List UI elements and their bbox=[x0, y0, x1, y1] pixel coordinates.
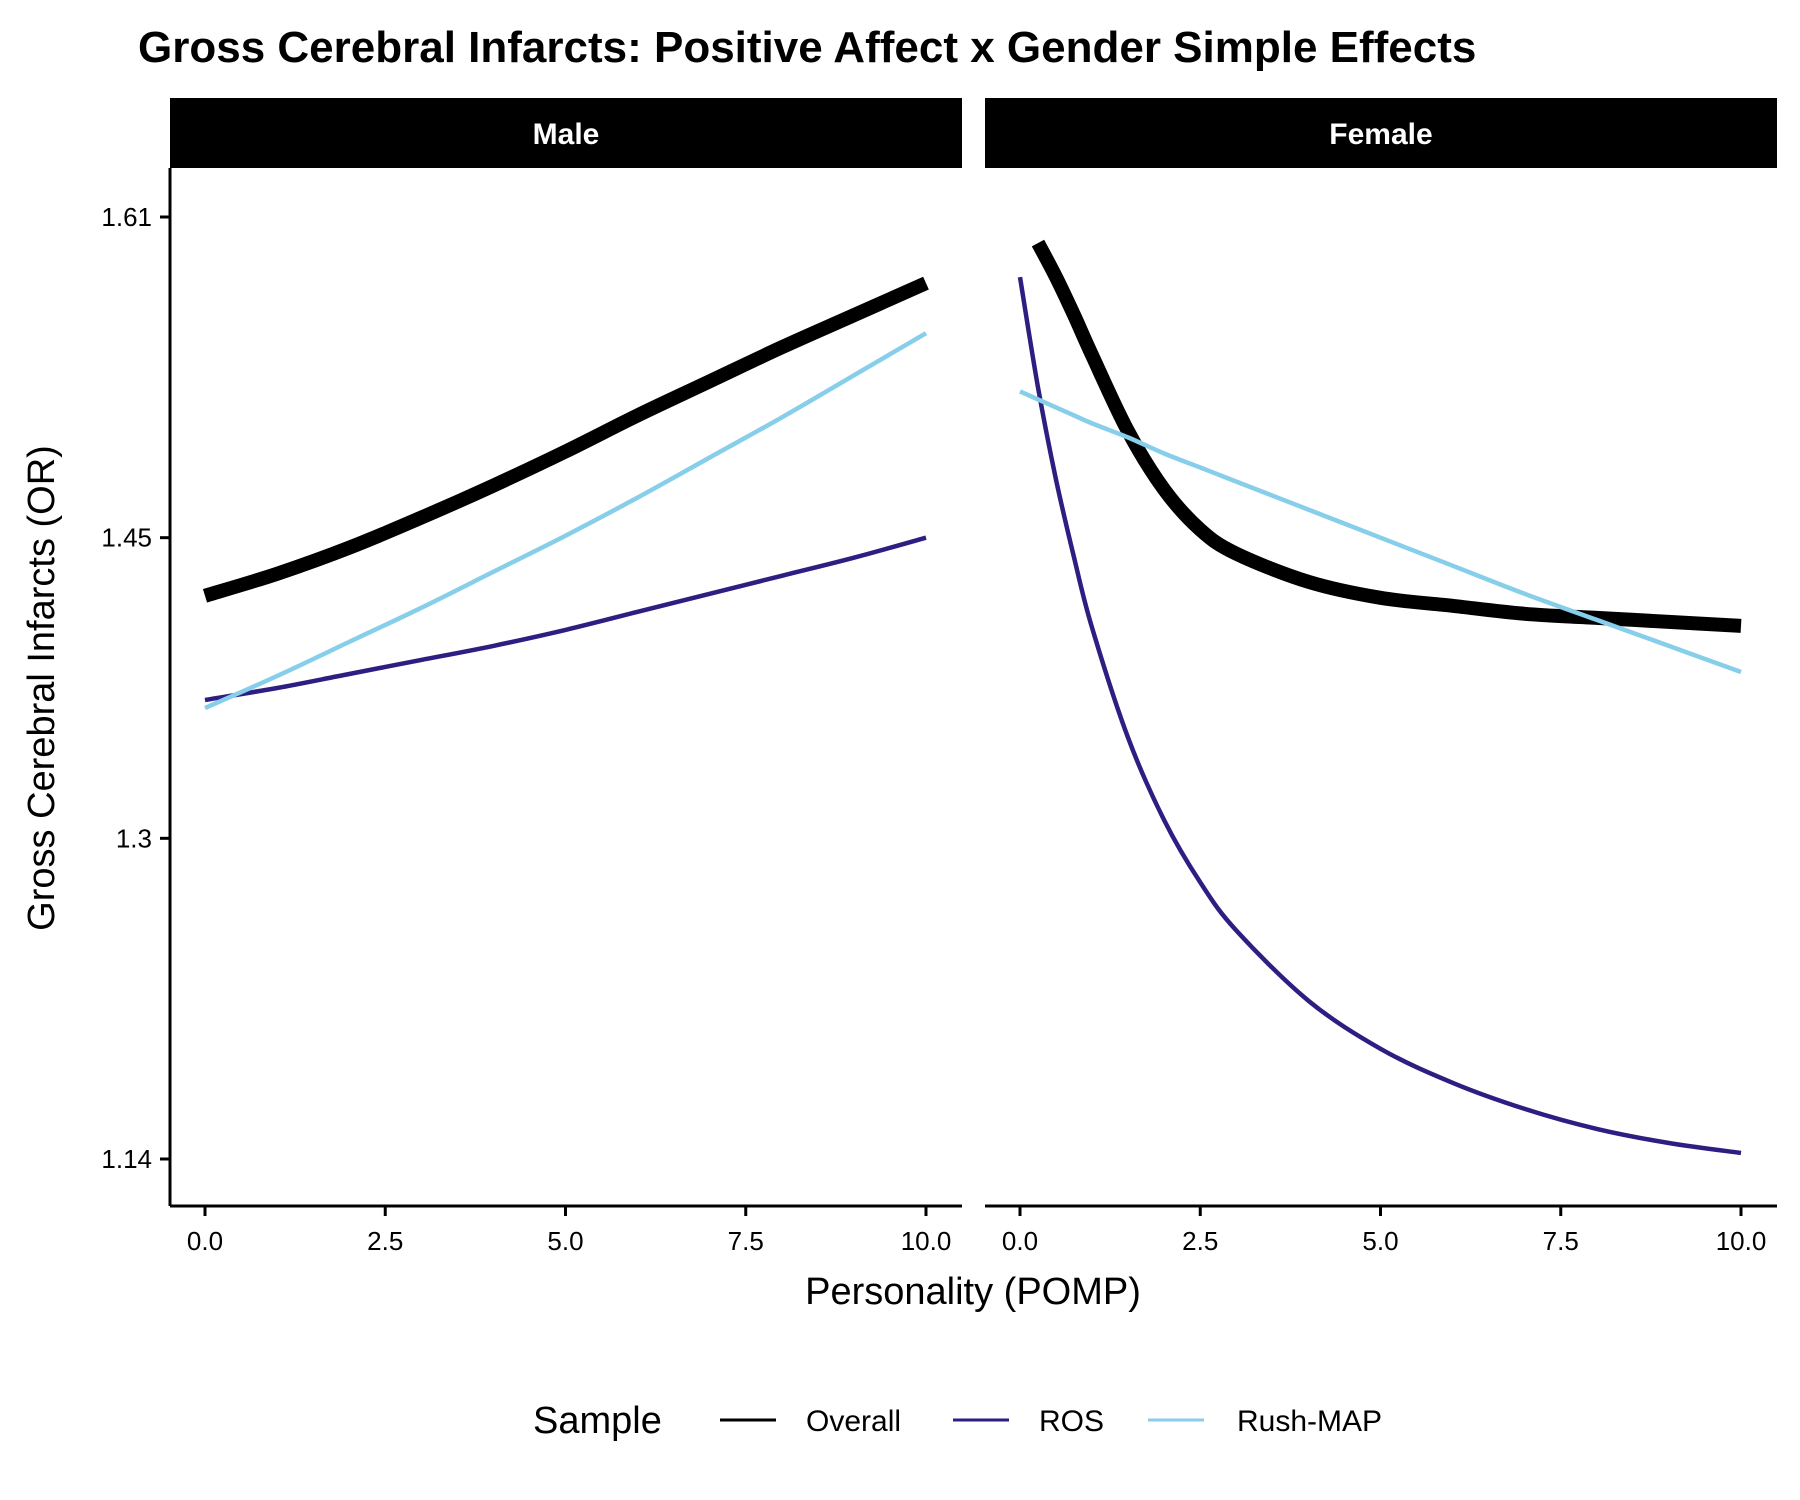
series-line-overall-male bbox=[202, 276, 929, 603]
legend-title: Sample bbox=[533, 1400, 662, 1442]
series-line-ros-male bbox=[204, 535, 927, 703]
x-tick-label: 10.0 bbox=[901, 1226, 952, 1256]
x-axis-title: Personality (POMP) bbox=[805, 1271, 1141, 1313]
strip-male bbox=[170, 98, 962, 168]
y-tick-label: 1.45 bbox=[101, 523, 152, 553]
legend: Sample Overall ROS Rush-MAP bbox=[533, 1400, 1382, 1442]
x-axis-male: 0.0 2.5 5.0 7.5 10.0 bbox=[170, 1204, 962, 1256]
y-axis-title: Gross Cerebral Infarcts (OR) bbox=[21, 445, 63, 931]
strip-female bbox=[985, 98, 1777, 168]
x-tick-label: 5.0 bbox=[1362, 1226, 1398, 1256]
legend-item-ros: ROS bbox=[953, 1405, 1104, 1438]
legend-item-overall: Overall bbox=[720, 1405, 901, 1438]
legend-label-rush-map: Rush-MAP bbox=[1237, 1405, 1382, 1438]
panel-female: Female bbox=[985, 98, 1777, 1156]
x-tick-label: 2.5 bbox=[367, 1226, 403, 1256]
chart-title: Gross Cerebral Infarcts: Positive Affect… bbox=[138, 23, 1476, 72]
strip-label-male: Male bbox=[533, 118, 600, 151]
x-tick-label: 10.0 bbox=[1716, 1226, 1767, 1256]
x-axis-female: 0.0 2.5 5.0 7.5 10.0 bbox=[985, 1204, 1777, 1256]
panel-male: Male bbox=[170, 98, 962, 711]
strip-label-female: Female bbox=[1329, 118, 1432, 151]
y-tick-label: 1.14 bbox=[101, 1144, 152, 1174]
series-line-overall-female bbox=[1031, 239, 1742, 633]
x-tick-label: 5.0 bbox=[547, 1226, 583, 1256]
x-tick-label: 7.5 bbox=[1543, 1226, 1579, 1256]
series-line-ros-female bbox=[1017, 276, 1742, 1156]
plot-area-male bbox=[202, 276, 929, 711]
x-tick-label: 0.0 bbox=[1002, 1226, 1038, 1256]
y-tick-label: 1.3 bbox=[116, 823, 152, 853]
x-tick-label: 7.5 bbox=[728, 1226, 764, 1256]
series-line-rush-map-male bbox=[204, 331, 928, 711]
y-tick-label: 1.61 bbox=[101, 202, 152, 232]
series-line-rush-map-female bbox=[1019, 389, 1742, 675]
plot-area-female bbox=[1017, 239, 1742, 1156]
legend-label-overall: Overall bbox=[806, 1405, 901, 1438]
x-tick-label: 2.5 bbox=[1182, 1226, 1218, 1256]
y-axis: 1.14 1.3 1.45 1.61 bbox=[101, 168, 172, 1206]
legend-item-rush-map: Rush-MAP bbox=[1148, 1405, 1382, 1438]
legend-label-ros: ROS bbox=[1039, 1405, 1104, 1438]
x-tick-label: 0.0 bbox=[187, 1226, 223, 1256]
